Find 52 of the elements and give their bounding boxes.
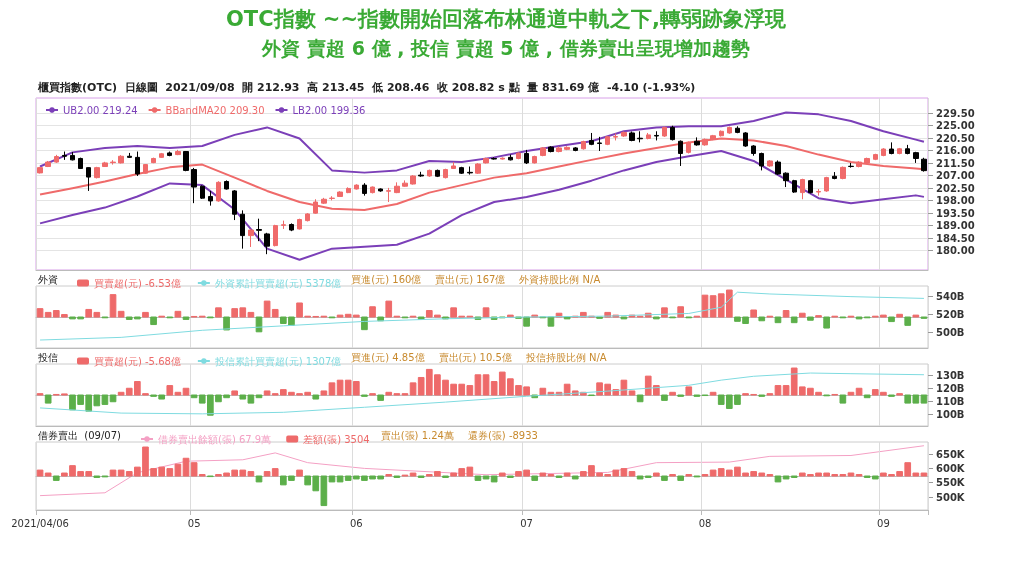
y-tick-label: 211.50 [936, 157, 975, 169]
y-tick-label: 180.00 [936, 245, 975, 257]
x-tick-label: 09 [877, 517, 890, 529]
x-tick-label: 05 [187, 517, 201, 529]
y-tick-label: 550K [936, 477, 966, 489]
y-tick-label: 110B [936, 395, 965, 407]
chart-subtitle: 外資 賣超 6 億 , 投信 賣超 5 億 , 借券賣出呈現增加趨勢 [260, 36, 751, 61]
text: 買進(元) 4.85億 [351, 351, 425, 363]
legend-label: 差額(張) 3504 [303, 433, 370, 445]
y-tick-label: 207.00 [936, 170, 975, 182]
chart-title: OTC指數 ~~指數開始回落布林通道中軌之下,轉弱跡象浮現 [224, 6, 788, 33]
text: 投信持股比例 N/A [524, 351, 607, 363]
chart-title: 投信 [37, 351, 58, 363]
legend-label: LB2.00 199.36 [292, 104, 366, 116]
text: 買進(元) 160億 [351, 273, 422, 285]
text: 櫃買指數(OTC) 日線圖 2021/09/08 開 212.93 高 213.45 低 208.46 收 208.82 s 點 量 831.69 億 -4.10 (-1.93%) [37, 81, 696, 94]
y-tick-label: 650K [936, 448, 966, 460]
legend-label: 買賣超(元) -5.68億 [94, 355, 181, 367]
x-tick-label: 08 [698, 517, 712, 529]
y-tick-label: 100B [936, 408, 965, 420]
y-tick-label: 202.50 [936, 182, 975, 194]
text: 賣出(張) 1.24萬 [380, 429, 454, 441]
x-tick-label: 2021/04/06 [11, 517, 69, 529]
y-tick-label: 189.00 [936, 220, 975, 232]
y-tick-label: 193.50 [936, 207, 975, 219]
y-tick-label: 130B [936, 370, 965, 382]
chart-title: 借券賣出 (09/07) [38, 429, 122, 441]
y-tick-label: 216.00 [936, 145, 975, 157]
text: 外資持股比例 N/A [519, 273, 601, 285]
legend-label: BBandMA20 209.30 [165, 104, 265, 116]
y-tick-label: 229.50 [936, 107, 975, 119]
y-tick-label: 184.50 [936, 232, 975, 244]
y-tick-label: 600K [936, 462, 966, 474]
y-tick-label: 220.50 [936, 132, 975, 144]
text: 賣出(元) 10.5億 [438, 351, 512, 363]
x-tick-label: 07 [520, 517, 533, 529]
x-tick-label: 06 [349, 517, 363, 529]
y-tick-label: 198.00 [936, 195, 975, 207]
legend-label: 外資累計買賣超(元) 5378億 [214, 277, 342, 289]
text: 還券(張) -8933 [467, 429, 538, 441]
text: 賣出(元) 167億 [435, 273, 506, 285]
y-tick-label: 500B [936, 326, 965, 338]
chart-title: 外資 [38, 273, 58, 285]
y-tick-label: 500K [936, 491, 966, 503]
y-tick-label: 540B [936, 291, 965, 303]
legend-label: 買賣超(元) -6.53億 [94, 277, 181, 289]
y-tick-label: 520B [936, 308, 965, 320]
y-tick-label: 120B [936, 383, 965, 395]
legend-label: 投信累計買賣超(元) 1307億 [213, 355, 342, 367]
y-tick-label: 225.00 [936, 120, 975, 132]
legend-label: 借券賣出餘額(張) 67.9萬 [157, 433, 272, 445]
legend-label: UB2.00 219.24 [63, 104, 138, 116]
